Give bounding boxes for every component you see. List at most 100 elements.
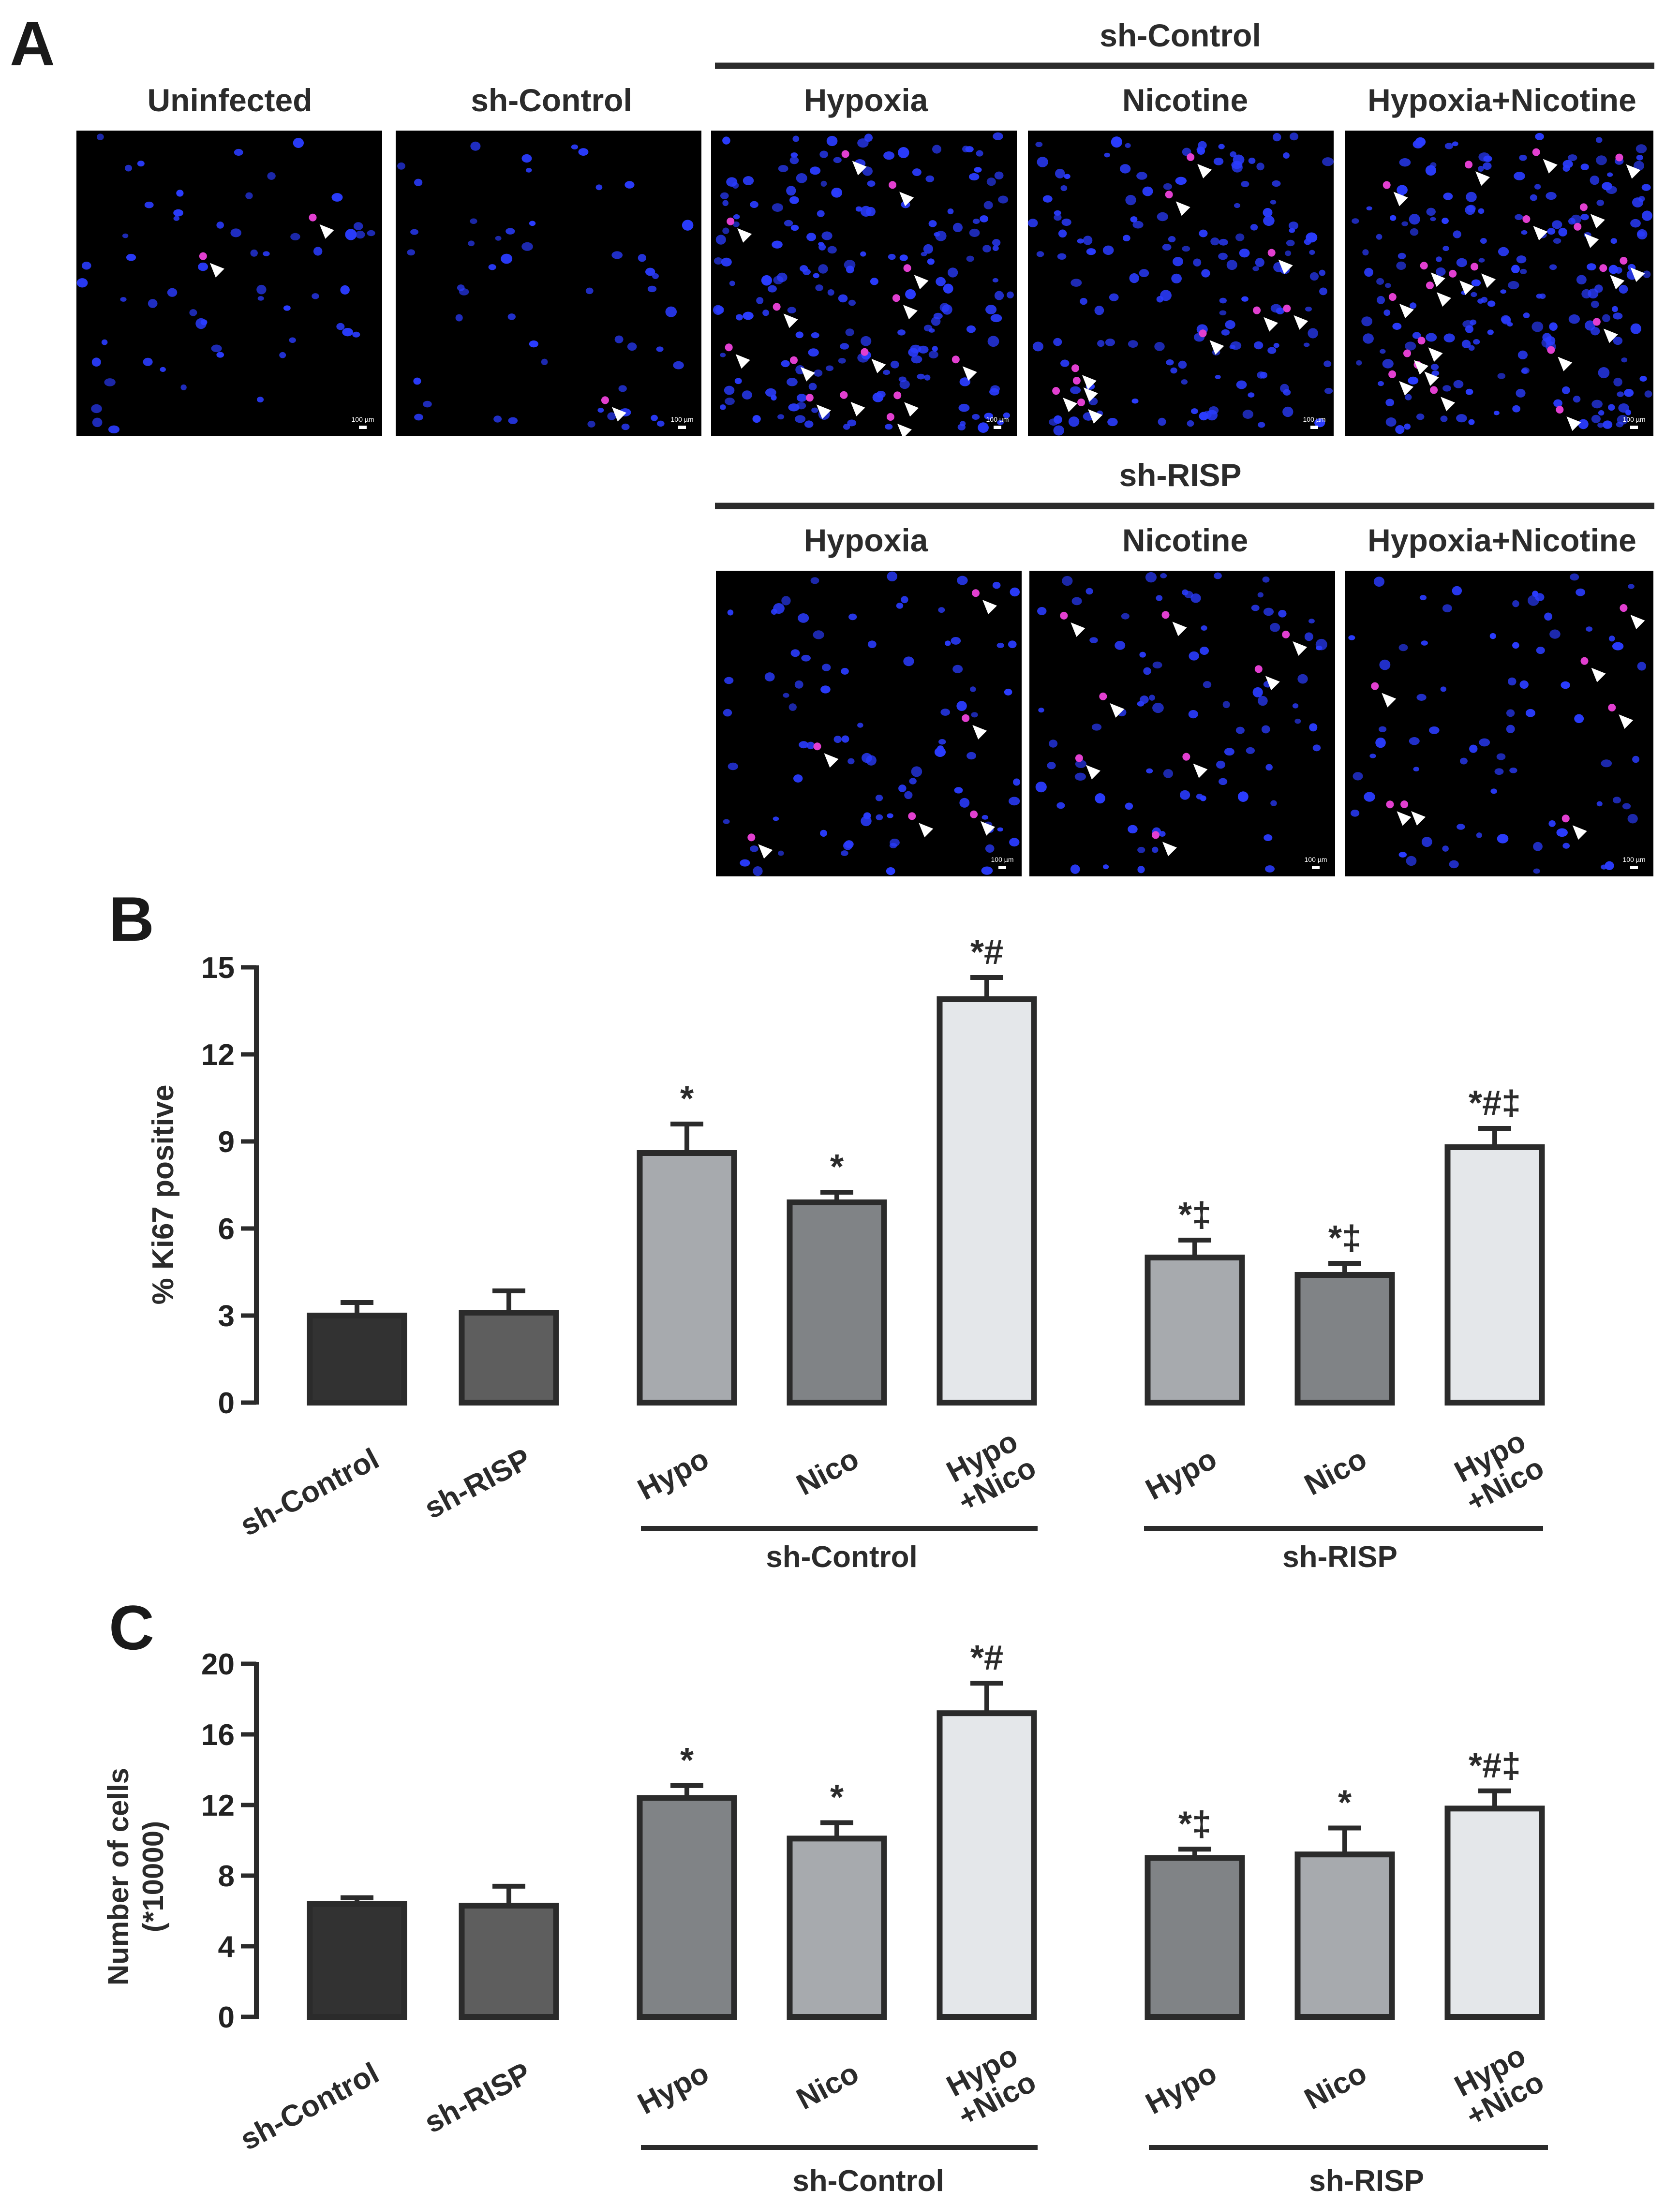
nucleus <box>1621 357 1628 363</box>
nucleus <box>1601 759 1612 768</box>
nucleus <box>1203 681 1212 688</box>
nucleus <box>795 415 806 423</box>
nucleus <box>972 219 980 224</box>
nucleus <box>289 337 296 343</box>
nucleus <box>1054 214 1062 221</box>
nucleus <box>1152 846 1159 853</box>
ki67-positive-nucleus <box>1371 682 1379 690</box>
nucleus <box>1594 284 1603 293</box>
ki67-positive-nucleus <box>1400 800 1409 809</box>
arrowhead-icon <box>1630 615 1645 630</box>
nucleus <box>1035 782 1047 793</box>
nucleus <box>1607 172 1613 177</box>
nucleus <box>1493 411 1500 415</box>
nucleus <box>614 335 624 343</box>
nucleus <box>1049 740 1058 748</box>
nucleus <box>753 866 763 876</box>
arrowhead-icon <box>1162 842 1177 857</box>
nucleus <box>1304 238 1311 245</box>
nucleus <box>1175 177 1187 185</box>
significance-marker-6: * <box>1338 1783 1352 1822</box>
nucleus <box>1158 417 1166 426</box>
nucleus <box>1292 703 1299 709</box>
nucleus <box>1535 593 1545 602</box>
nucleus <box>1465 205 1475 215</box>
arrowhead-icon <box>1293 315 1308 330</box>
nucleus <box>1425 165 1436 176</box>
scale-bar-text: 100 µm <box>1623 415 1646 423</box>
nucleus <box>883 370 891 375</box>
ki67-positive-nucleus <box>1075 754 1083 762</box>
arrowhead-icon <box>899 192 914 207</box>
nucleus <box>529 340 538 348</box>
bar-1 <box>459 1310 559 1406</box>
nucleus <box>1068 416 1080 427</box>
nucleus <box>1251 605 1260 611</box>
nucleus <box>1038 708 1044 713</box>
nucleus <box>1453 380 1464 388</box>
nucleus <box>966 752 977 760</box>
nucleus <box>898 147 909 158</box>
panel-a: A sh-Control Uninfected sh-Control Hypox… <box>10 8 1654 876</box>
nucleus <box>585 287 594 295</box>
nucleus <box>1224 748 1234 756</box>
nucleus <box>624 181 635 189</box>
nucleus <box>91 404 102 414</box>
nucleus <box>1303 342 1310 347</box>
nucleus <box>795 365 805 374</box>
nucleus <box>867 180 876 187</box>
nucleus <box>1596 199 1604 206</box>
nucleus <box>1378 381 1384 386</box>
bar-4 <box>937 1710 1037 2020</box>
nucleus <box>180 384 187 391</box>
nucleus <box>1558 227 1568 237</box>
scale-bar <box>998 866 1006 869</box>
nucleus <box>715 235 726 245</box>
ki67-positive-nucleus <box>1099 692 1107 700</box>
nucleus <box>1241 296 1249 302</box>
nucleus <box>725 398 735 405</box>
arrowhead-icon <box>871 358 886 373</box>
nucleus <box>1612 797 1621 804</box>
nucleus <box>1636 155 1644 161</box>
micrograph-bottom-1: 100 µm <box>1029 571 1335 876</box>
nucleus <box>998 195 1009 204</box>
nucleus <box>414 414 423 421</box>
nucleus <box>1257 592 1264 598</box>
nucleus <box>934 747 946 757</box>
nucleus <box>1089 637 1098 643</box>
nucleus <box>1533 868 1540 874</box>
nucleus <box>1181 379 1188 385</box>
nucleus <box>1617 414 1629 425</box>
nucleus <box>1091 724 1102 731</box>
nucleus <box>455 314 463 322</box>
ki67-positive-nucleus <box>1620 257 1628 265</box>
nucleus <box>1270 200 1277 205</box>
arrowhead-icon <box>1399 381 1414 396</box>
nucleus <box>887 813 893 818</box>
nucleus <box>827 289 834 296</box>
ki67-positive-nucleus <box>1471 263 1479 271</box>
nucleus <box>932 346 938 352</box>
nucleus <box>1139 651 1146 658</box>
nucleus <box>1639 376 1647 382</box>
nucleus <box>652 273 659 279</box>
nucleus <box>1608 636 1615 642</box>
nucleus <box>1272 133 1281 142</box>
nucleus <box>957 576 968 585</box>
nucleus <box>1549 322 1558 331</box>
x-tick-label-2: Hypo <box>632 1442 714 1507</box>
nucleus <box>814 369 823 377</box>
nucleus <box>1436 256 1442 262</box>
nucleus <box>529 221 536 226</box>
nucleus <box>1533 842 1543 851</box>
nucleus <box>1416 414 1425 420</box>
arrowhead-icon <box>816 404 831 419</box>
nucleus <box>1132 221 1144 229</box>
nucleus <box>838 357 846 364</box>
nucleus <box>1442 218 1449 224</box>
nucleus <box>1123 235 1130 242</box>
panel-c-y-label-line2: (*10000) <box>137 1821 169 1932</box>
label-hypoxia-bottom: Hypoxia <box>804 522 929 558</box>
nucleus <box>367 230 375 237</box>
